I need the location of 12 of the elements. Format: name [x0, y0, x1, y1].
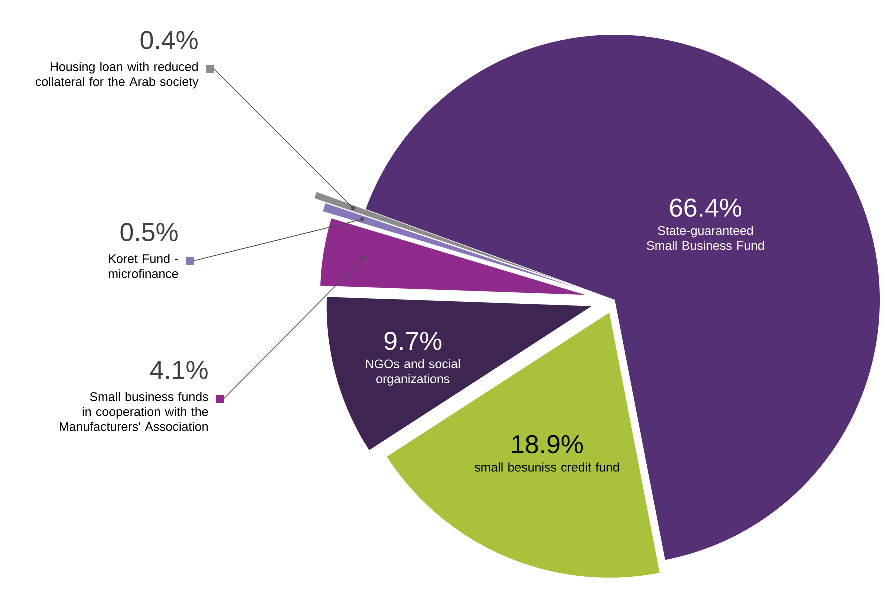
- data-label: 9.7%: [384, 332, 442, 350]
- data-label: 0.5%: [120, 223, 178, 242]
- data-label: 66.4%: [670, 198, 742, 218]
- data-label: 18.9%: [512, 435, 584, 454]
- slice-label: small besuniss credit fund: [474, 462, 620, 472]
- legend-label: Housing loan with reduced collateral for the Arab society: [36, 62, 199, 89]
- legend-label: Koret Fund - microfinance: [109, 254, 178, 278]
- data-label: 0.4%: [140, 31, 198, 50]
- slice-label: State-guaranteed Small Business Fund: [647, 226, 764, 250]
- data-label: 4.1%: [150, 361, 208, 380]
- slice-label: NGOs and social organizations: [366, 359, 460, 386]
- legend-label: Small business funds in cooperation with the Manufacturers' Association: [60, 392, 208, 432]
